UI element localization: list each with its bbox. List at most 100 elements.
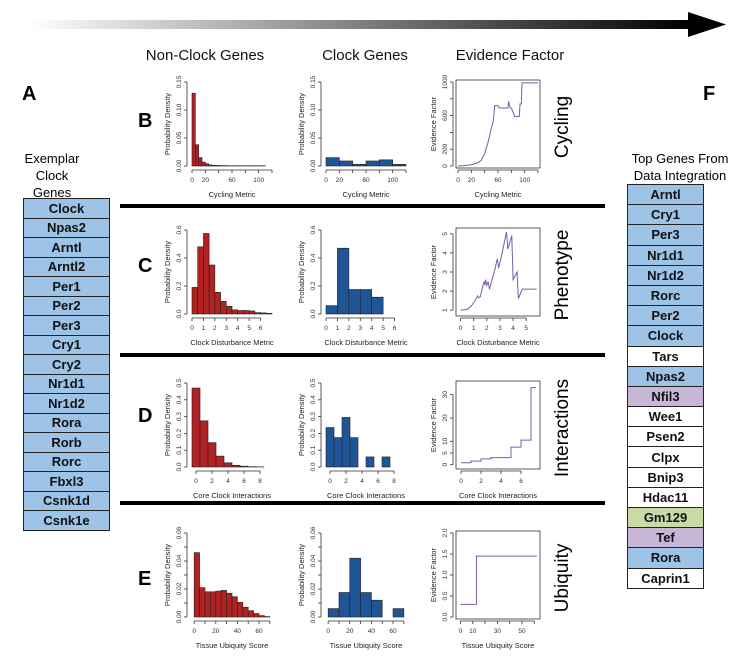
x-tick-label: 2 xyxy=(210,478,214,485)
panel-letter-c: C xyxy=(138,255,153,277)
chart-b-non-clock: 0.00 0.05 0.10 0.15 0 20 60 100 Cycling Metric Pr… xyxy=(163,75,273,199)
histogram-bar xyxy=(243,310,250,315)
histogram-bar xyxy=(247,610,254,618)
top-gene: Psen2 xyxy=(628,427,703,448)
histogram-bar xyxy=(237,601,244,618)
y-axis-label: Evidence Factor xyxy=(429,547,438,602)
chart-b-evidence: 0 200 600 1000 0 20 60 100 Cycling Metric Evidenc… xyxy=(429,74,541,199)
y-tick-label: 0.00 xyxy=(310,610,317,623)
x-tick-label: 2 xyxy=(485,325,489,332)
x-tick-label: 0 xyxy=(324,177,328,184)
y-tick-label: 0.00 xyxy=(176,610,183,623)
chart-e-clock: 0.00 0.02 0.04 0.06 0 20 40 60 Tissue Ubiquity S… xyxy=(297,526,405,650)
x-tick-label: 60 xyxy=(389,628,397,635)
histogram-bar xyxy=(338,592,351,618)
y-tick-label: 0.05 xyxy=(176,131,183,144)
histogram-bar xyxy=(371,599,383,618)
histogram-bar xyxy=(392,164,407,167)
y-tick-label: 5 xyxy=(442,451,449,455)
x-tick-label: 0 xyxy=(459,325,463,332)
top-gene: Bnip3 xyxy=(628,467,703,488)
y-tick-label: 4 xyxy=(442,251,449,255)
y-tick-label: 10 xyxy=(442,437,449,445)
x-tick-label: 40 xyxy=(234,628,242,635)
exemplar-gene: Fbxl3 xyxy=(24,472,109,492)
y-tick-label: 0.6 xyxy=(310,225,317,234)
x-tick-label: 4 xyxy=(226,478,230,485)
exemplar-gene: Rorc xyxy=(24,452,109,472)
x-tick-label: 10 xyxy=(469,628,477,635)
exemplar-gene: Npas2 xyxy=(24,218,109,238)
y-axis-label: Evidence Factor xyxy=(429,96,438,151)
histogram-bar xyxy=(205,163,209,167)
histogram-bar xyxy=(231,309,239,315)
histogram-bar xyxy=(360,592,372,618)
y-tick-label: 0.04 xyxy=(310,554,317,567)
histogram-bar xyxy=(193,552,200,618)
x-tick-label: 0 xyxy=(192,628,196,635)
chart-c-clock: 0.0 0.2 0.4 0.6 0 1 2 3 4 5 6 Clock Disturbance Met… xyxy=(297,225,408,347)
histogram-bar xyxy=(225,305,233,315)
exemplar-gene: Clock xyxy=(24,199,109,219)
x-tick-label: 60 xyxy=(255,628,263,635)
histogram-bar xyxy=(348,289,361,315)
x-tick-label: 0 xyxy=(194,478,198,485)
chart-d-evidence: 0 5 10 20 30 0 2 4 6 Core Clock Interactions Evide… xyxy=(429,380,541,500)
y-axis-label: Probability Density xyxy=(163,241,172,303)
x-tick-label: 6 xyxy=(519,478,523,485)
x-tick-label: 0 xyxy=(459,478,463,485)
x-tick-label: 20 xyxy=(346,628,354,635)
x-tick-label: 6 xyxy=(259,325,263,332)
x-tick-label: 50 xyxy=(518,628,526,635)
exemplar-gene: Arntl xyxy=(24,238,109,258)
x-tick-label: 3 xyxy=(358,325,362,332)
histogram-bar xyxy=(258,615,265,618)
histogram-bar xyxy=(337,247,350,315)
x-tick-label: 20 xyxy=(468,177,476,184)
y-tick-label: 0.06 xyxy=(310,526,317,539)
histogram-bar xyxy=(223,462,233,468)
top-gene: Per3 xyxy=(628,225,703,246)
y-tick-label: 5 xyxy=(442,232,449,236)
x-axis-label: Core Clock Interactions xyxy=(193,491,271,500)
histogram-bar xyxy=(201,161,206,167)
y-tick-label: 2 xyxy=(442,289,449,293)
y-axis-label: Probability Density xyxy=(163,544,172,606)
y-tick-label: 0.6 xyxy=(176,225,183,234)
top-gene: Arntl xyxy=(628,185,703,206)
panel-letter-f: F xyxy=(703,83,716,105)
column-header-non-clock: Non-Clock Genes xyxy=(145,47,265,64)
y-tick-label: 0.0 xyxy=(442,612,449,621)
x-tick-label: 2 xyxy=(479,478,483,485)
histogram-bar xyxy=(254,312,261,315)
x-tick-label: 20 xyxy=(202,177,210,184)
histogram-bar xyxy=(191,92,196,167)
histogram-bar xyxy=(215,590,222,618)
x-tick-label: 0 xyxy=(459,628,463,635)
x-axis-label: Tissue Ubiquity Score xyxy=(330,641,403,650)
y-tick-label: 3 xyxy=(442,270,449,274)
top-gene: Gm129 xyxy=(628,508,703,529)
exemplar-gene: Cry1 xyxy=(24,335,109,355)
panel-f-title: Top Genes From Data Integration xyxy=(631,151,729,183)
y-tick-label: 0.5 xyxy=(442,591,449,600)
exemplar-gene: Per2 xyxy=(24,296,109,316)
histogram-bar xyxy=(208,164,213,167)
histogram-bar xyxy=(325,305,338,315)
x-tick-label: 6 xyxy=(393,325,397,332)
histogram-bar xyxy=(199,587,206,618)
exemplar-gene: Rora xyxy=(24,413,109,433)
y-tick-label: 0.00 xyxy=(310,159,317,172)
x-tick-label: 4 xyxy=(370,325,374,332)
top-gene: Clock xyxy=(628,326,703,347)
column-header-evidence: Evidence Factor xyxy=(455,47,565,64)
histogram-bar xyxy=(359,289,373,315)
y-tick-label: 0.0 xyxy=(310,309,317,318)
y-tick-label: 0.3 xyxy=(310,412,317,421)
top-gene: Cry1 xyxy=(628,205,703,226)
y-axis-label: Probability Density xyxy=(297,241,306,303)
y-tick-label: 0.02 xyxy=(176,582,183,595)
x-tick-label: 0 xyxy=(190,325,194,332)
histogram-bar xyxy=(203,233,210,315)
